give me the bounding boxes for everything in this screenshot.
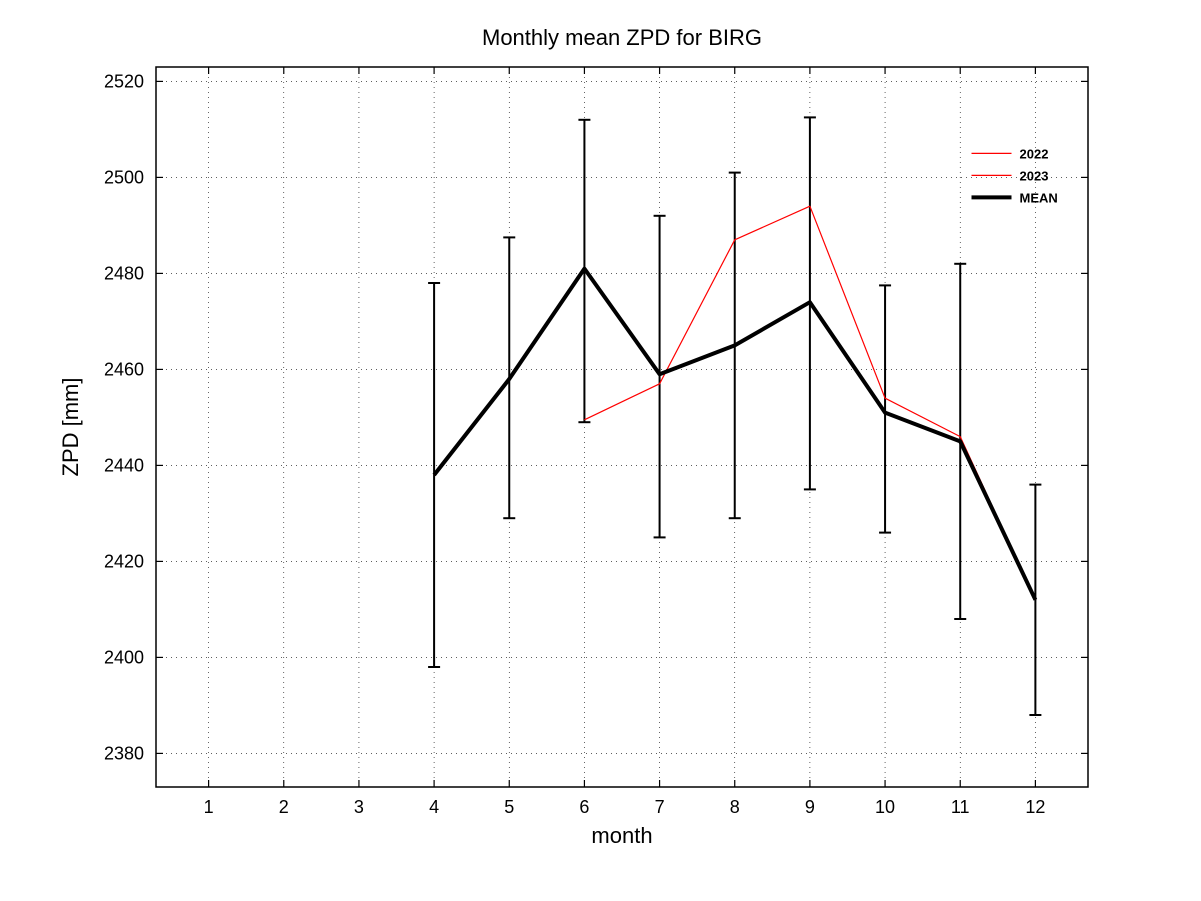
x-tick-label: 10 [875, 797, 895, 817]
y-tick-label: 2440 [104, 455, 144, 475]
x-tick-label: 4 [429, 797, 439, 817]
legend-item-label: MEAN [1020, 190, 1058, 205]
y-tick-label: 2400 [104, 647, 144, 667]
x-axis-label: month [591, 823, 652, 848]
y-tick-label: 2380 [104, 743, 144, 763]
y-axis-label: ZPD [mm] [58, 378, 83, 477]
chart-title: Monthly mean ZPD for BIRG [482, 25, 762, 50]
y-tick-label: 2420 [104, 551, 144, 571]
x-tick-label: 7 [655, 797, 665, 817]
x-tick-label: 9 [805, 797, 815, 817]
x-tick-label: 6 [579, 797, 589, 817]
y-tick-label: 2500 [104, 167, 144, 187]
legend-item-label: 2023 [1020, 168, 1049, 183]
x-tick-label: 12 [1025, 797, 1045, 817]
y-tick-label: 2520 [104, 71, 144, 91]
legend-item-label: 2022 [1020, 146, 1049, 161]
x-tick-label: 5 [504, 797, 514, 817]
x-tick-label: 11 [951, 797, 970, 817]
x-tick-label: 8 [730, 797, 740, 817]
y-tick-label: 2460 [104, 359, 144, 379]
y-tick-label: 2480 [104, 263, 144, 283]
x-tick-label: 3 [354, 797, 364, 817]
zpd-chart: 1234567891011122380240024202440246024802… [0, 0, 1201, 901]
x-tick-label: 2 [279, 797, 289, 817]
x-tick-label: 1 [204, 797, 214, 817]
chart-container: 1234567891011122380240024202440246024802… [0, 0, 1201, 901]
